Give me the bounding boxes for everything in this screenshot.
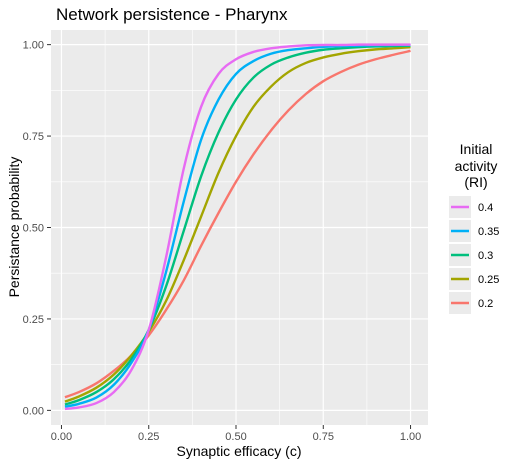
x-tick-label: 0.25: [138, 431, 159, 443]
x-axis-ticks: 0.00 0.25 0.50 0.75 1.00: [51, 425, 421, 443]
y-tick-label: 1.00: [23, 40, 44, 52]
y-tick-label: 0.75: [23, 131, 44, 143]
legend-label: 0.4: [478, 202, 493, 214]
y-tick-label: 0.50: [23, 223, 44, 235]
legend: Initial activity (RI) 0.4 0.35 0.3 0.25 0.2: [449, 141, 499, 314]
legend-item-0.3: 0.3: [449, 244, 493, 266]
legend-item-0.25: 0.25: [449, 268, 499, 290]
legend-title-line-3: (RI): [464, 174, 487, 190]
chart-title: Network persistence - Pharynx: [56, 5, 288, 24]
legend-item-0.35: 0.35: [449, 220, 499, 242]
y-tick-label: 0.25: [23, 314, 44, 326]
legend-item-0.4: 0.4: [449, 196, 493, 218]
legend-label: 0.3: [478, 250, 493, 262]
legend-items: 0.4 0.35 0.3 0.25 0.2: [449, 196, 499, 314]
legend-label: 0.2: [478, 298, 493, 310]
legend-title-line-1: Initial: [460, 141, 493, 157]
x-tick-label: 1.00: [400, 431, 421, 443]
y-axis-ticks: 0.00 0.25 0.50 0.75 1.00: [23, 40, 51, 418]
x-tick-label: 0.50: [225, 431, 246, 443]
legend-label: 0.35: [478, 226, 499, 238]
x-tick-label: 0.75: [313, 431, 334, 443]
y-tick-label: 0.00: [23, 405, 44, 417]
y-axis-label: Persistance probability: [6, 157, 22, 298]
legend-item-0.2: 0.2: [449, 292, 493, 314]
x-tick-label: 0.00: [51, 431, 72, 443]
x-axis-label: Synaptic efficacy (c): [176, 443, 301, 459]
legend-label: 0.25: [478, 274, 499, 286]
legend-title-line-2: activity: [455, 158, 498, 174]
